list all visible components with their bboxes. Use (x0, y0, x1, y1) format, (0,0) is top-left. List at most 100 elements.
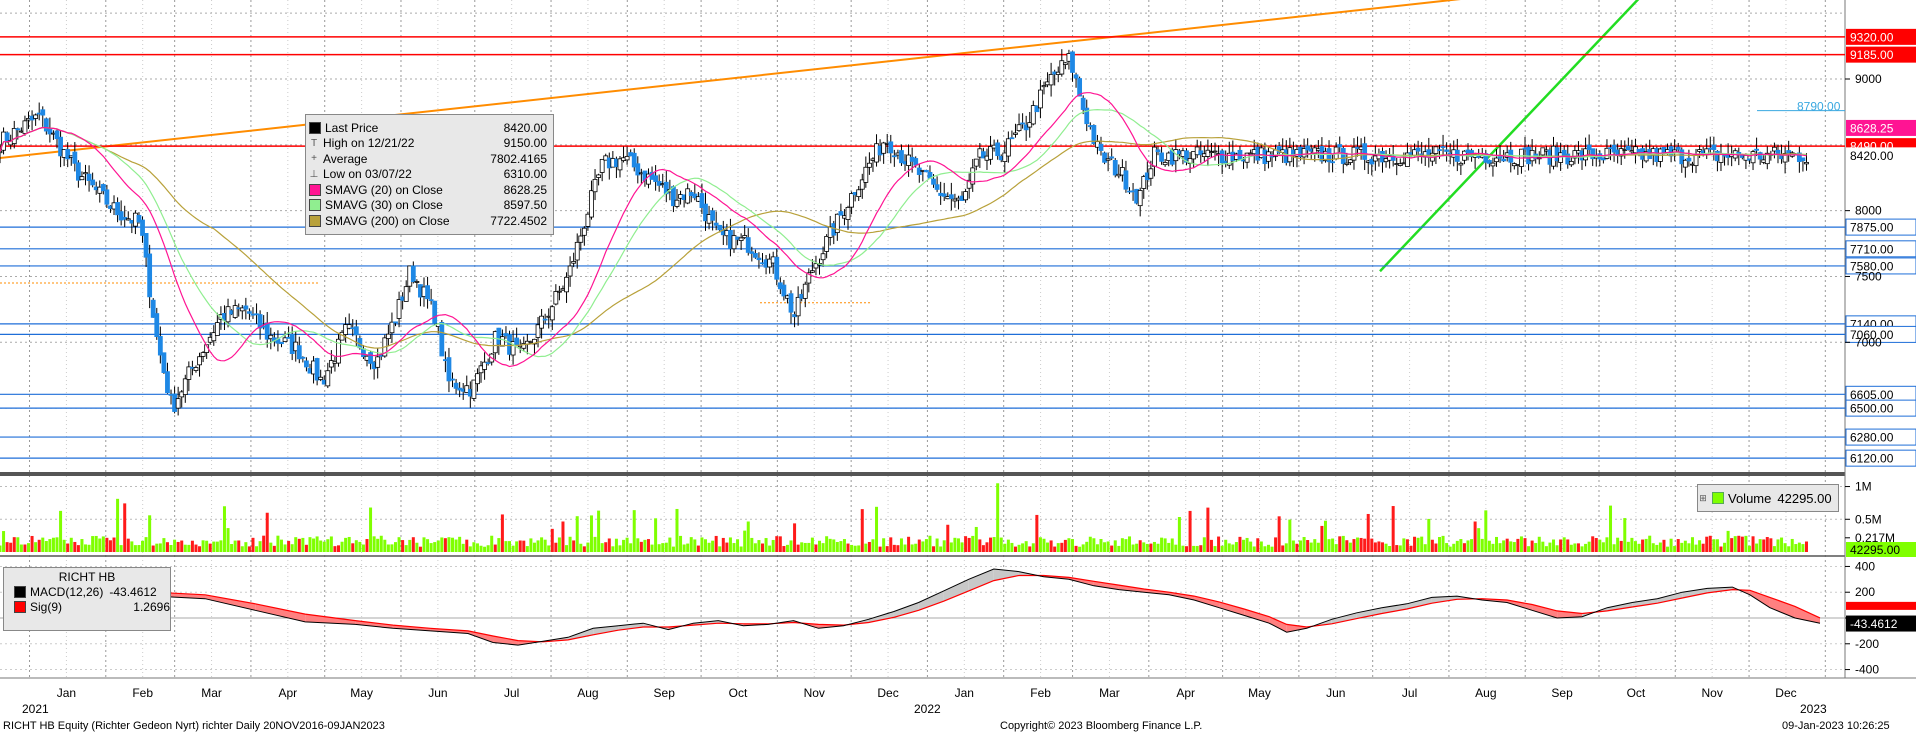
volume-bar (1523, 538, 1527, 552)
volume-bar (1651, 543, 1655, 552)
volume-bar (304, 544, 308, 552)
volume-bar (493, 544, 497, 552)
expand-icon[interactable]: ⊞ (1699, 492, 1707, 503)
volume-bar (971, 535, 975, 552)
candle-up (1772, 146, 1777, 152)
month-label: Jun (428, 686, 447, 700)
candle-up (824, 236, 830, 252)
volume-bar (1762, 539, 1766, 552)
volume-bar (1174, 544, 1178, 552)
volume-bar (180, 540, 184, 552)
volume-bar (604, 542, 608, 552)
month-label: May (1248, 686, 1271, 700)
macd-line (154, 568, 1821, 646)
volume-bar (914, 543, 918, 552)
volume-bar (828, 538, 832, 552)
volume-bar (882, 538, 886, 552)
trendline-green (1379, 0, 1640, 273)
candle-up (1041, 85, 1047, 88)
macd-fill (1532, 604, 1558, 618)
volume-bar (732, 543, 736, 552)
volume-bar (508, 541, 512, 552)
candle-up (33, 114, 39, 119)
level-text: 8790.00 (1797, 100, 1841, 114)
candle-up (1002, 152, 1008, 162)
candle-down (934, 184, 940, 190)
volume-bar (682, 544, 686, 552)
legend-row: ⊥ Low on 03/07/22 6310.00 (309, 167, 553, 183)
volume-bar (322, 541, 326, 552)
legend-row: T High on 12/21/22 9150.00 (309, 136, 553, 152)
volume-bar (1288, 519, 1292, 552)
volume-bar (1420, 536, 1424, 552)
macd-fill (255, 603, 306, 622)
volume-bar (800, 542, 804, 552)
month-label: Sep (654, 686, 676, 700)
macd-fill (1657, 592, 1683, 604)
volume-bar (1719, 546, 1723, 552)
volume-bar (226, 528, 230, 552)
volume-bar (600, 543, 604, 552)
volume-bar (1398, 545, 1402, 552)
candle-down (931, 178, 936, 185)
volume-bar (1095, 544, 1099, 552)
volume-bar (671, 546, 675, 552)
volume-bar (807, 542, 811, 552)
macd-tick-label: -400 (1855, 663, 1879, 677)
volume-bar (1124, 539, 1128, 552)
volume-bar (1694, 544, 1698, 552)
candle-up (1137, 190, 1143, 207)
volume-bar (333, 546, 337, 552)
volume-bar (1765, 537, 1769, 552)
candle-up (1062, 62, 1068, 65)
volume-bar (1316, 542, 1320, 552)
volume-bar (404, 545, 408, 552)
volume-bar (212, 541, 216, 552)
volume-bar (504, 541, 508, 552)
volume-bar (515, 541, 519, 552)
volume-tick-label: 1M (1855, 480, 1872, 494)
candle-up (742, 235, 748, 239)
volume-bar (1804, 541, 1808, 552)
volume-bar (1591, 536, 1595, 552)
volume-bar (739, 546, 743, 552)
candle-up (539, 315, 544, 329)
candle-up (193, 367, 199, 371)
volume-bar (907, 536, 911, 552)
candle-up (795, 296, 801, 317)
volume-bar (1192, 545, 1196, 552)
volume-bar (1641, 539, 1645, 552)
volume-bar (835, 541, 839, 552)
volume-bar (1266, 544, 1270, 552)
candle-up (232, 305, 238, 318)
macd-fill (1682, 588, 1708, 599)
volume-bar (846, 543, 850, 552)
volume-bar (1498, 543, 1502, 552)
volume-bar (860, 509, 864, 552)
volume-bar (1103, 542, 1107, 552)
volume-bar (479, 545, 483, 552)
macd-fill (1507, 599, 1533, 611)
volume-bar (949, 542, 953, 552)
volume-bar (141, 540, 145, 552)
volume-bar (1135, 543, 1139, 552)
macd-fill (1118, 585, 1144, 593)
candle-up (1048, 73, 1054, 86)
level-tag-label: 9185.00 (1850, 48, 1894, 62)
volume-bar (1060, 542, 1064, 552)
candle-up (1405, 152, 1410, 167)
volume-bar (23, 544, 27, 552)
volume-bar (48, 539, 52, 552)
volume-bar (1462, 543, 1466, 552)
candle-down (1112, 159, 1118, 176)
price-legend: Last Price 8420.00 T High on 12/21/22 9150.0… (305, 114, 554, 235)
volume-bar (565, 545, 569, 552)
legend-label: SMAVG (20) on Close (325, 182, 443, 197)
volume-bar (639, 541, 643, 552)
candle-down (948, 194, 954, 199)
volume-bar (369, 507, 373, 552)
macd-fill (868, 611, 894, 623)
volume-bar (390, 544, 394, 552)
volume-bar (1053, 546, 1057, 552)
